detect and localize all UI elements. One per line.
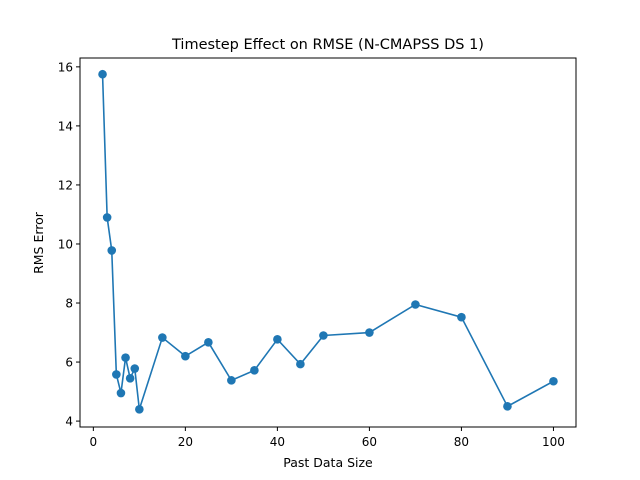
x-axis-ticks: 0 20 40 60 80 100 (90, 427, 565, 449)
x-tick-label: 0 (90, 435, 98, 449)
series-layer (98, 69, 558, 414)
data-point (121, 353, 130, 362)
data-point (204, 337, 213, 347)
y-tick-label: 6 (65, 356, 73, 370)
series-line (101, 74, 554, 410)
chart-title: Timestep Effect on RMSE (N-CMAPSS DS 1) (171, 37, 484, 53)
y-axis-ticks: 4 6 8 10 12 14 16 (58, 60, 80, 429)
x-axis-label: Past Data Size (283, 455, 373, 470)
data-point (98, 69, 107, 79)
y-tick-label: 8 (65, 297, 73, 311)
data-point (158, 333, 167, 342)
data-point (135, 404, 144, 414)
data-point (116, 388, 126, 398)
x-tick-label: 20 (178, 435, 193, 449)
data-point (130, 364, 140, 373)
data-point (125, 373, 135, 383)
y-tick-label: 12 (58, 178, 73, 192)
data-point (112, 370, 121, 379)
y-tick-label: 14 (58, 119, 73, 133)
x-tick-label: 80 (454, 435, 469, 449)
data-point (273, 335, 282, 344)
data-point (319, 331, 328, 340)
data-point (227, 376, 236, 385)
y-tick-label: 10 (58, 237, 73, 251)
y-axis-label: RMS Error (31, 211, 46, 274)
y-tick-label: 4 (65, 415, 73, 429)
data-point (457, 312, 466, 322)
data-point (102, 213, 112, 222)
x-tick-label: 60 (362, 435, 377, 449)
x-tick-label: 40 (270, 435, 285, 449)
data-point (296, 359, 305, 369)
data-point (107, 246, 117, 255)
x-tick-label: 100 (542, 435, 565, 449)
data-point (549, 376, 558, 386)
data-point (411, 300, 420, 309)
data-point (250, 366, 259, 375)
data-point (181, 351, 190, 361)
data-point (503, 402, 512, 411)
y-tick-label: 16 (58, 60, 73, 74)
plot-frame (79, 57, 577, 428)
data-point (365, 328, 374, 337)
